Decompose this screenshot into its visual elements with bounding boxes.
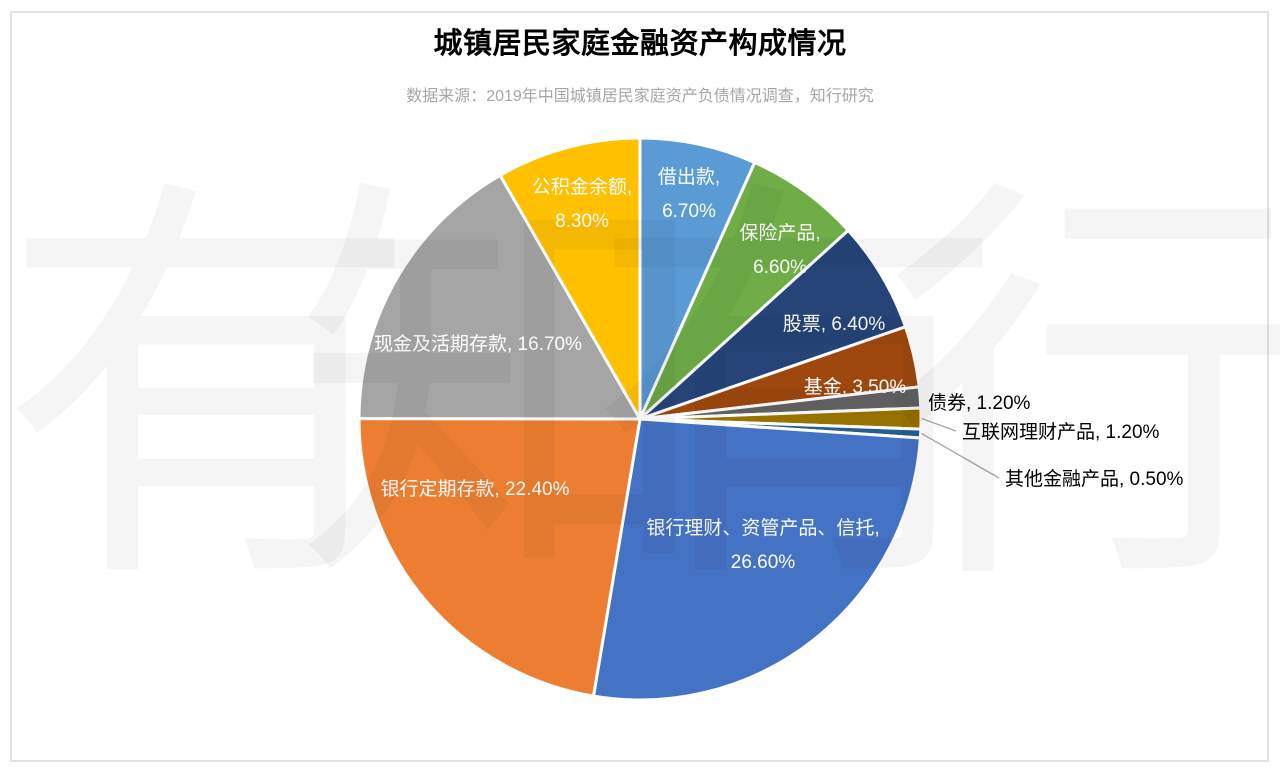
- pie-slice-9: [357, 173, 642, 421]
- slice-label-2: 股票, 6.40%: [783, 314, 886, 335]
- slice-label-6: 其他金融产品, 0.50%: [1005, 468, 1184, 490]
- pie-slice-8: [357, 417, 642, 698]
- pie-slice-1: [638, 160, 850, 421]
- slice-label-9: 现金及活期存款, 16.70%: [374, 333, 582, 355]
- leader-line-6: [921, 433, 1000, 479]
- slice-label-10: 公积金余额, 8.30%: [532, 176, 632, 232]
- pie-slice-0: [638, 136, 757, 421]
- slice-label-3: 基金, 3.50%: [804, 376, 907, 398]
- slice-label-1: 保险产品, 6.60%: [739, 222, 820, 278]
- leader-line-5: [921, 417, 957, 432]
- pie-slice-2: [638, 228, 907, 421]
- slice-label-4: 债券, 1.20%: [928, 392, 1031, 414]
- slice-label-8: 银行定期存款, 22.40%: [381, 478, 570, 500]
- pie-slice-7: [591, 417, 922, 702]
- slice-label-5: 互联网理财产品, 1.20%: [962, 421, 1160, 443]
- slice-label-7: 银行理财、资管产品、信托, 26.60%: [646, 517, 879, 573]
- slice-label-0: 借出款, 6.70%: [658, 166, 720, 222]
- chart-title: 城镇居民家庭金融资产构成情况: [433, 28, 847, 60]
- chart-subtitle: 数据来源：2019年中国城镇居民家庭资产负债情况调查，知行研究: [406, 88, 874, 105]
- pie-slice-10: [498, 136, 642, 421]
